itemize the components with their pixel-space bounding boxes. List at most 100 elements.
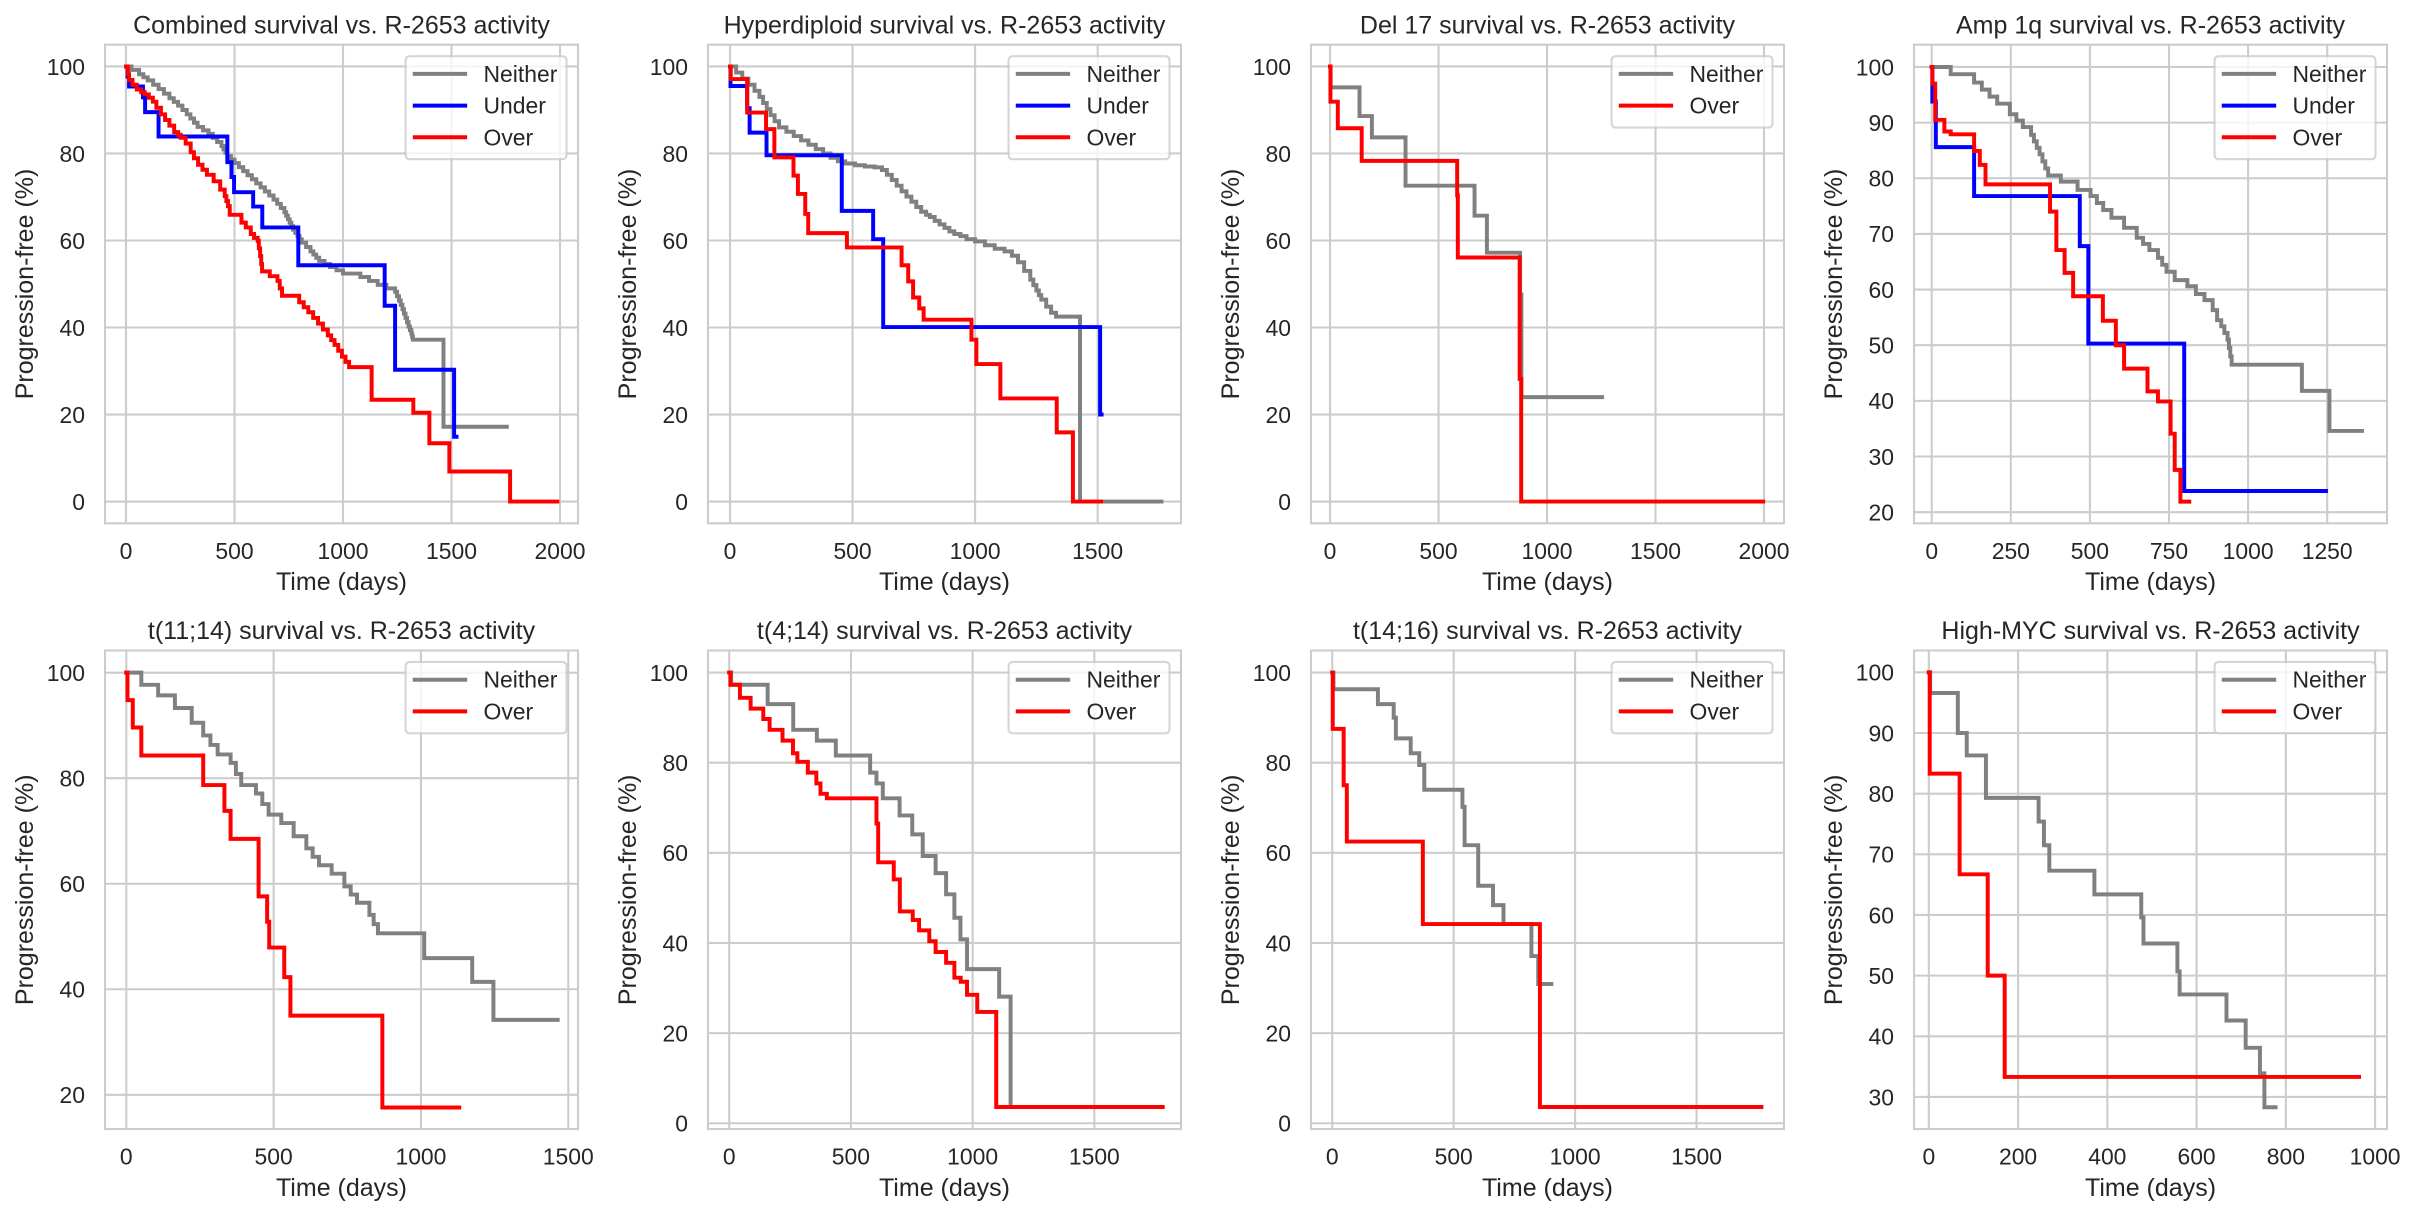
svg-text:80: 80 xyxy=(1266,141,1291,167)
svg-text:Under: Under xyxy=(484,93,547,119)
svg-text:t(14;16) survival vs. R-2653 a: t(14;16) survival vs. R-2653 activity xyxy=(1353,617,1743,645)
svg-text:Neither: Neither xyxy=(1690,667,1764,693)
svg-text:1000: 1000 xyxy=(2350,1144,2401,1170)
svg-text:Progression-free (%): Progression-free (%) xyxy=(1217,774,1245,1005)
svg-text:500: 500 xyxy=(833,538,871,564)
svg-text:Progression-free (%): Progression-free (%) xyxy=(11,774,39,1005)
svg-text:400: 400 xyxy=(2088,1144,2126,1170)
svg-text:1500: 1500 xyxy=(426,538,477,564)
svg-text:Time (days): Time (days) xyxy=(2085,1174,2216,1202)
svg-text:Hyperdiploid survival vs. R-26: Hyperdiploid survival vs. R-2653 activit… xyxy=(724,11,1166,39)
svg-text:80: 80 xyxy=(1869,166,1894,192)
svg-text:0: 0 xyxy=(1922,1144,1935,1170)
svg-text:100: 100 xyxy=(47,54,85,80)
svg-text:20: 20 xyxy=(60,1082,85,1108)
svg-text:0: 0 xyxy=(723,1144,736,1170)
svg-text:600: 600 xyxy=(2177,1144,2215,1170)
svg-text:Under: Under xyxy=(2293,93,2356,119)
svg-text:40: 40 xyxy=(1869,388,1894,414)
svg-text:80: 80 xyxy=(1266,750,1291,776)
svg-text:Neither: Neither xyxy=(484,667,558,693)
svg-text:500: 500 xyxy=(2071,538,2109,564)
svg-text:50: 50 xyxy=(1869,333,1894,359)
svg-text:1000: 1000 xyxy=(318,538,369,564)
svg-text:Time (days): Time (days) xyxy=(276,568,407,596)
svg-text:1500: 1500 xyxy=(1630,538,1681,564)
svg-text:Time (days): Time (days) xyxy=(1482,568,1613,596)
svg-text:1500: 1500 xyxy=(543,1144,594,1170)
svg-text:1000: 1000 xyxy=(395,1144,446,1170)
svg-text:0: 0 xyxy=(1278,1111,1291,1137)
svg-text:Progression-free (%): Progression-free (%) xyxy=(1820,774,1848,1005)
svg-text:500: 500 xyxy=(1419,538,1457,564)
svg-text:Over: Over xyxy=(484,124,534,150)
svg-text:0: 0 xyxy=(675,489,688,515)
svg-text:Time (days): Time (days) xyxy=(276,1174,407,1202)
svg-text:100: 100 xyxy=(1253,660,1291,686)
svg-text:60: 60 xyxy=(1869,902,1894,928)
svg-text:Over: Over xyxy=(1690,93,1740,119)
svg-text:800: 800 xyxy=(2267,1144,2305,1170)
svg-text:Under: Under xyxy=(1087,93,1150,119)
svg-text:80: 80 xyxy=(60,141,85,167)
svg-text:0: 0 xyxy=(1324,538,1337,564)
svg-text:70: 70 xyxy=(1869,842,1894,868)
svg-text:60: 60 xyxy=(60,228,85,254)
svg-text:20: 20 xyxy=(60,402,85,428)
svg-text:100: 100 xyxy=(650,660,688,686)
svg-text:t(11;14) survival vs. R-2653 a: t(11;14) survival vs. R-2653 activity xyxy=(148,617,536,645)
svg-text:90: 90 xyxy=(1869,110,1894,136)
svg-text:80: 80 xyxy=(1869,781,1894,807)
svg-text:1500: 1500 xyxy=(1072,538,1123,564)
svg-text:1000: 1000 xyxy=(2223,538,2274,564)
svg-text:High-MYC survival vs. R-2653 a: High-MYC survival vs. R-2653 activity xyxy=(1941,617,2360,645)
svg-text:200: 200 xyxy=(1999,1144,2037,1170)
svg-text:100: 100 xyxy=(1253,54,1291,80)
svg-text:Neither: Neither xyxy=(1087,667,1161,693)
svg-text:30: 30 xyxy=(1869,1084,1894,1110)
svg-text:100: 100 xyxy=(650,54,688,80)
svg-text:1000: 1000 xyxy=(950,538,1001,564)
svg-text:t(4;14) survival vs. R-2653 ac: t(4;14) survival vs. R-2653 activity xyxy=(757,617,1133,645)
svg-text:750: 750 xyxy=(2150,538,2188,564)
svg-text:100: 100 xyxy=(47,660,85,686)
svg-text:Over: Over xyxy=(2293,124,2343,150)
svg-text:0: 0 xyxy=(72,489,85,515)
svg-text:Over: Over xyxy=(1087,698,1137,724)
svg-text:500: 500 xyxy=(1435,1144,1473,1170)
svg-text:40: 40 xyxy=(1266,315,1291,341)
svg-text:0: 0 xyxy=(1326,1144,1339,1170)
svg-text:40: 40 xyxy=(663,930,688,956)
svg-text:Amp 1q survival vs. R-2653 act: Amp 1q survival vs. R-2653 activity xyxy=(1956,11,2346,39)
svg-text:Neither: Neither xyxy=(2293,667,2367,693)
svg-text:Progression-free (%): Progression-free (%) xyxy=(614,774,642,1005)
svg-text:0: 0 xyxy=(120,1144,133,1170)
svg-text:Combined survival vs. R-2653 a: Combined survival vs. R-2653 activity xyxy=(133,11,550,39)
svg-text:0: 0 xyxy=(675,1111,688,1137)
svg-text:20: 20 xyxy=(663,402,688,428)
svg-text:Time (days): Time (days) xyxy=(879,568,1010,596)
svg-text:Neither: Neither xyxy=(1087,61,1161,87)
svg-text:100: 100 xyxy=(1856,660,1894,686)
svg-text:Neither: Neither xyxy=(2293,61,2367,87)
svg-text:Time (days): Time (days) xyxy=(2085,568,2216,596)
svg-text:20: 20 xyxy=(1266,1020,1291,1046)
svg-text:1000: 1000 xyxy=(1522,538,1573,564)
svg-text:60: 60 xyxy=(1266,840,1291,866)
svg-text:2000: 2000 xyxy=(1739,538,1790,564)
svg-text:Neither: Neither xyxy=(484,61,558,87)
svg-text:500: 500 xyxy=(832,1144,870,1170)
svg-text:1500: 1500 xyxy=(1069,1144,1120,1170)
svg-text:40: 40 xyxy=(1266,930,1291,956)
svg-text:80: 80 xyxy=(663,750,688,776)
svg-text:20: 20 xyxy=(1266,402,1291,428)
svg-text:100: 100 xyxy=(1856,54,1894,80)
svg-text:Time (days): Time (days) xyxy=(1482,1174,1613,1202)
svg-text:80: 80 xyxy=(60,766,85,792)
svg-text:40: 40 xyxy=(1869,1024,1894,1050)
svg-text:Over: Over xyxy=(1690,698,1740,724)
svg-text:40: 40 xyxy=(60,315,85,341)
svg-text:Progression-free (%): Progression-free (%) xyxy=(11,169,39,400)
svg-text:90: 90 xyxy=(1869,720,1894,746)
svg-text:30: 30 xyxy=(1869,444,1894,470)
